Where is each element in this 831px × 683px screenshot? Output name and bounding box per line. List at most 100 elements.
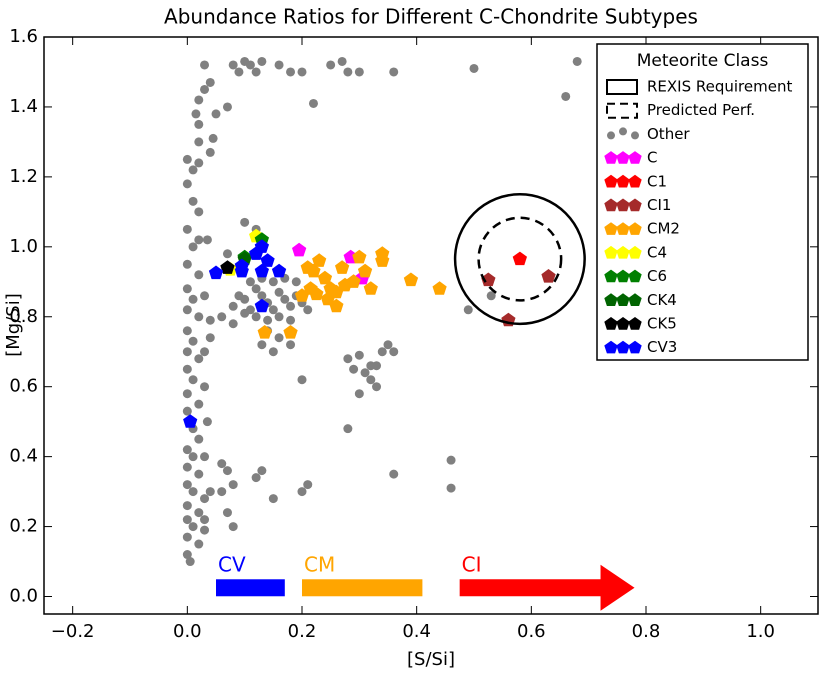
point: [343, 424, 353, 434]
point: [200, 525, 210, 535]
point: [188, 487, 198, 497]
point: [309, 286, 324, 301]
point: [228, 319, 238, 329]
point: [200, 515, 210, 525]
y-tick-label: 0.2: [9, 516, 38, 537]
point: [200, 60, 210, 70]
point: [432, 281, 447, 295]
legend-title: Meteorite Class: [637, 51, 769, 71]
point: [182, 462, 192, 472]
point: [463, 305, 473, 315]
point: [329, 284, 344, 299]
point: [291, 277, 301, 287]
range-label: CV: [218, 552, 246, 576]
legend-marker: [604, 317, 618, 330]
legend-marker: [616, 151, 630, 164]
point: [389, 347, 399, 357]
point: [205, 315, 215, 325]
point: [254, 263, 269, 278]
point: [561, 91, 571, 101]
legend-label: C1: [647, 172, 667, 190]
legend-marker: [628, 174, 642, 188]
x-tick-label: −0.2: [51, 621, 95, 642]
point: [182, 445, 192, 455]
legend-marker: [604, 340, 618, 354]
plot-frame: [43, 36, 819, 615]
point: [211, 109, 221, 119]
point: [366, 361, 376, 371]
point: [257, 340, 267, 350]
legend-marker: [616, 222, 630, 235]
point: [182, 389, 192, 399]
point: [486, 291, 496, 301]
point: [308, 98, 318, 108]
y-tick-label: 1.4: [9, 96, 38, 117]
point: [303, 305, 313, 315]
point: [240, 217, 250, 227]
point: [194, 434, 204, 444]
point: [200, 494, 210, 504]
legend-label: CK5: [647, 315, 677, 333]
point: [446, 483, 456, 493]
legend-marker: [616, 340, 630, 354]
point: [194, 312, 204, 322]
point: [188, 375, 198, 385]
point: [377, 347, 387, 357]
legend-marker: [631, 131, 639, 140]
point: [200, 347, 210, 357]
legend-marker: [619, 127, 627, 136]
point: [317, 270, 333, 285]
point: [188, 294, 198, 304]
legend-label: C4: [647, 243, 667, 261]
point: [200, 452, 210, 462]
range-bar: [302, 579, 423, 597]
y-tick-label: 0.0: [9, 586, 38, 607]
point: [194, 399, 204, 409]
point: [257, 325, 272, 339]
point: [366, 375, 376, 385]
legend-label: CK4: [647, 291, 677, 309]
legend-swatch: [606, 102, 638, 119]
point: [257, 291, 267, 301]
point: [205, 77, 215, 87]
point: [469, 63, 479, 73]
point: [228, 480, 238, 490]
legend-label: Predicted Perf.: [647, 101, 755, 119]
point: [182, 515, 192, 525]
legend-marker: [628, 340, 642, 354]
point: [234, 258, 249, 273]
point: [194, 508, 204, 518]
point: [286, 67, 296, 77]
legend-marker: [628, 293, 642, 306]
point: [251, 284, 261, 294]
point: [234, 291, 244, 301]
legend-label: C6: [647, 267, 667, 285]
point: [182, 532, 192, 542]
point: [188, 242, 198, 252]
point: [228, 522, 238, 532]
point: [254, 298, 269, 313]
point: [200, 291, 210, 301]
point: [222, 102, 232, 112]
point: [268, 305, 278, 315]
point: [306, 263, 321, 278]
point: [217, 459, 227, 469]
point: [297, 487, 307, 497]
point: [182, 501, 192, 511]
point: [337, 56, 347, 66]
point: [283, 325, 298, 339]
region-circle: [477, 216, 563, 302]
point: [383, 340, 393, 350]
point: [188, 165, 198, 175]
point: [292, 242, 307, 257]
x-axis-label: [S/Si]: [407, 649, 455, 670]
legend-marker: [604, 269, 618, 283]
point: [280, 294, 290, 304]
legend-marker: [616, 317, 630, 330]
point: [194, 207, 204, 217]
point: [389, 469, 399, 479]
point: [182, 364, 192, 374]
point: [375, 253, 390, 267]
chart-title: Abundance Ratios for Different C-Chondri…: [164, 5, 698, 29]
